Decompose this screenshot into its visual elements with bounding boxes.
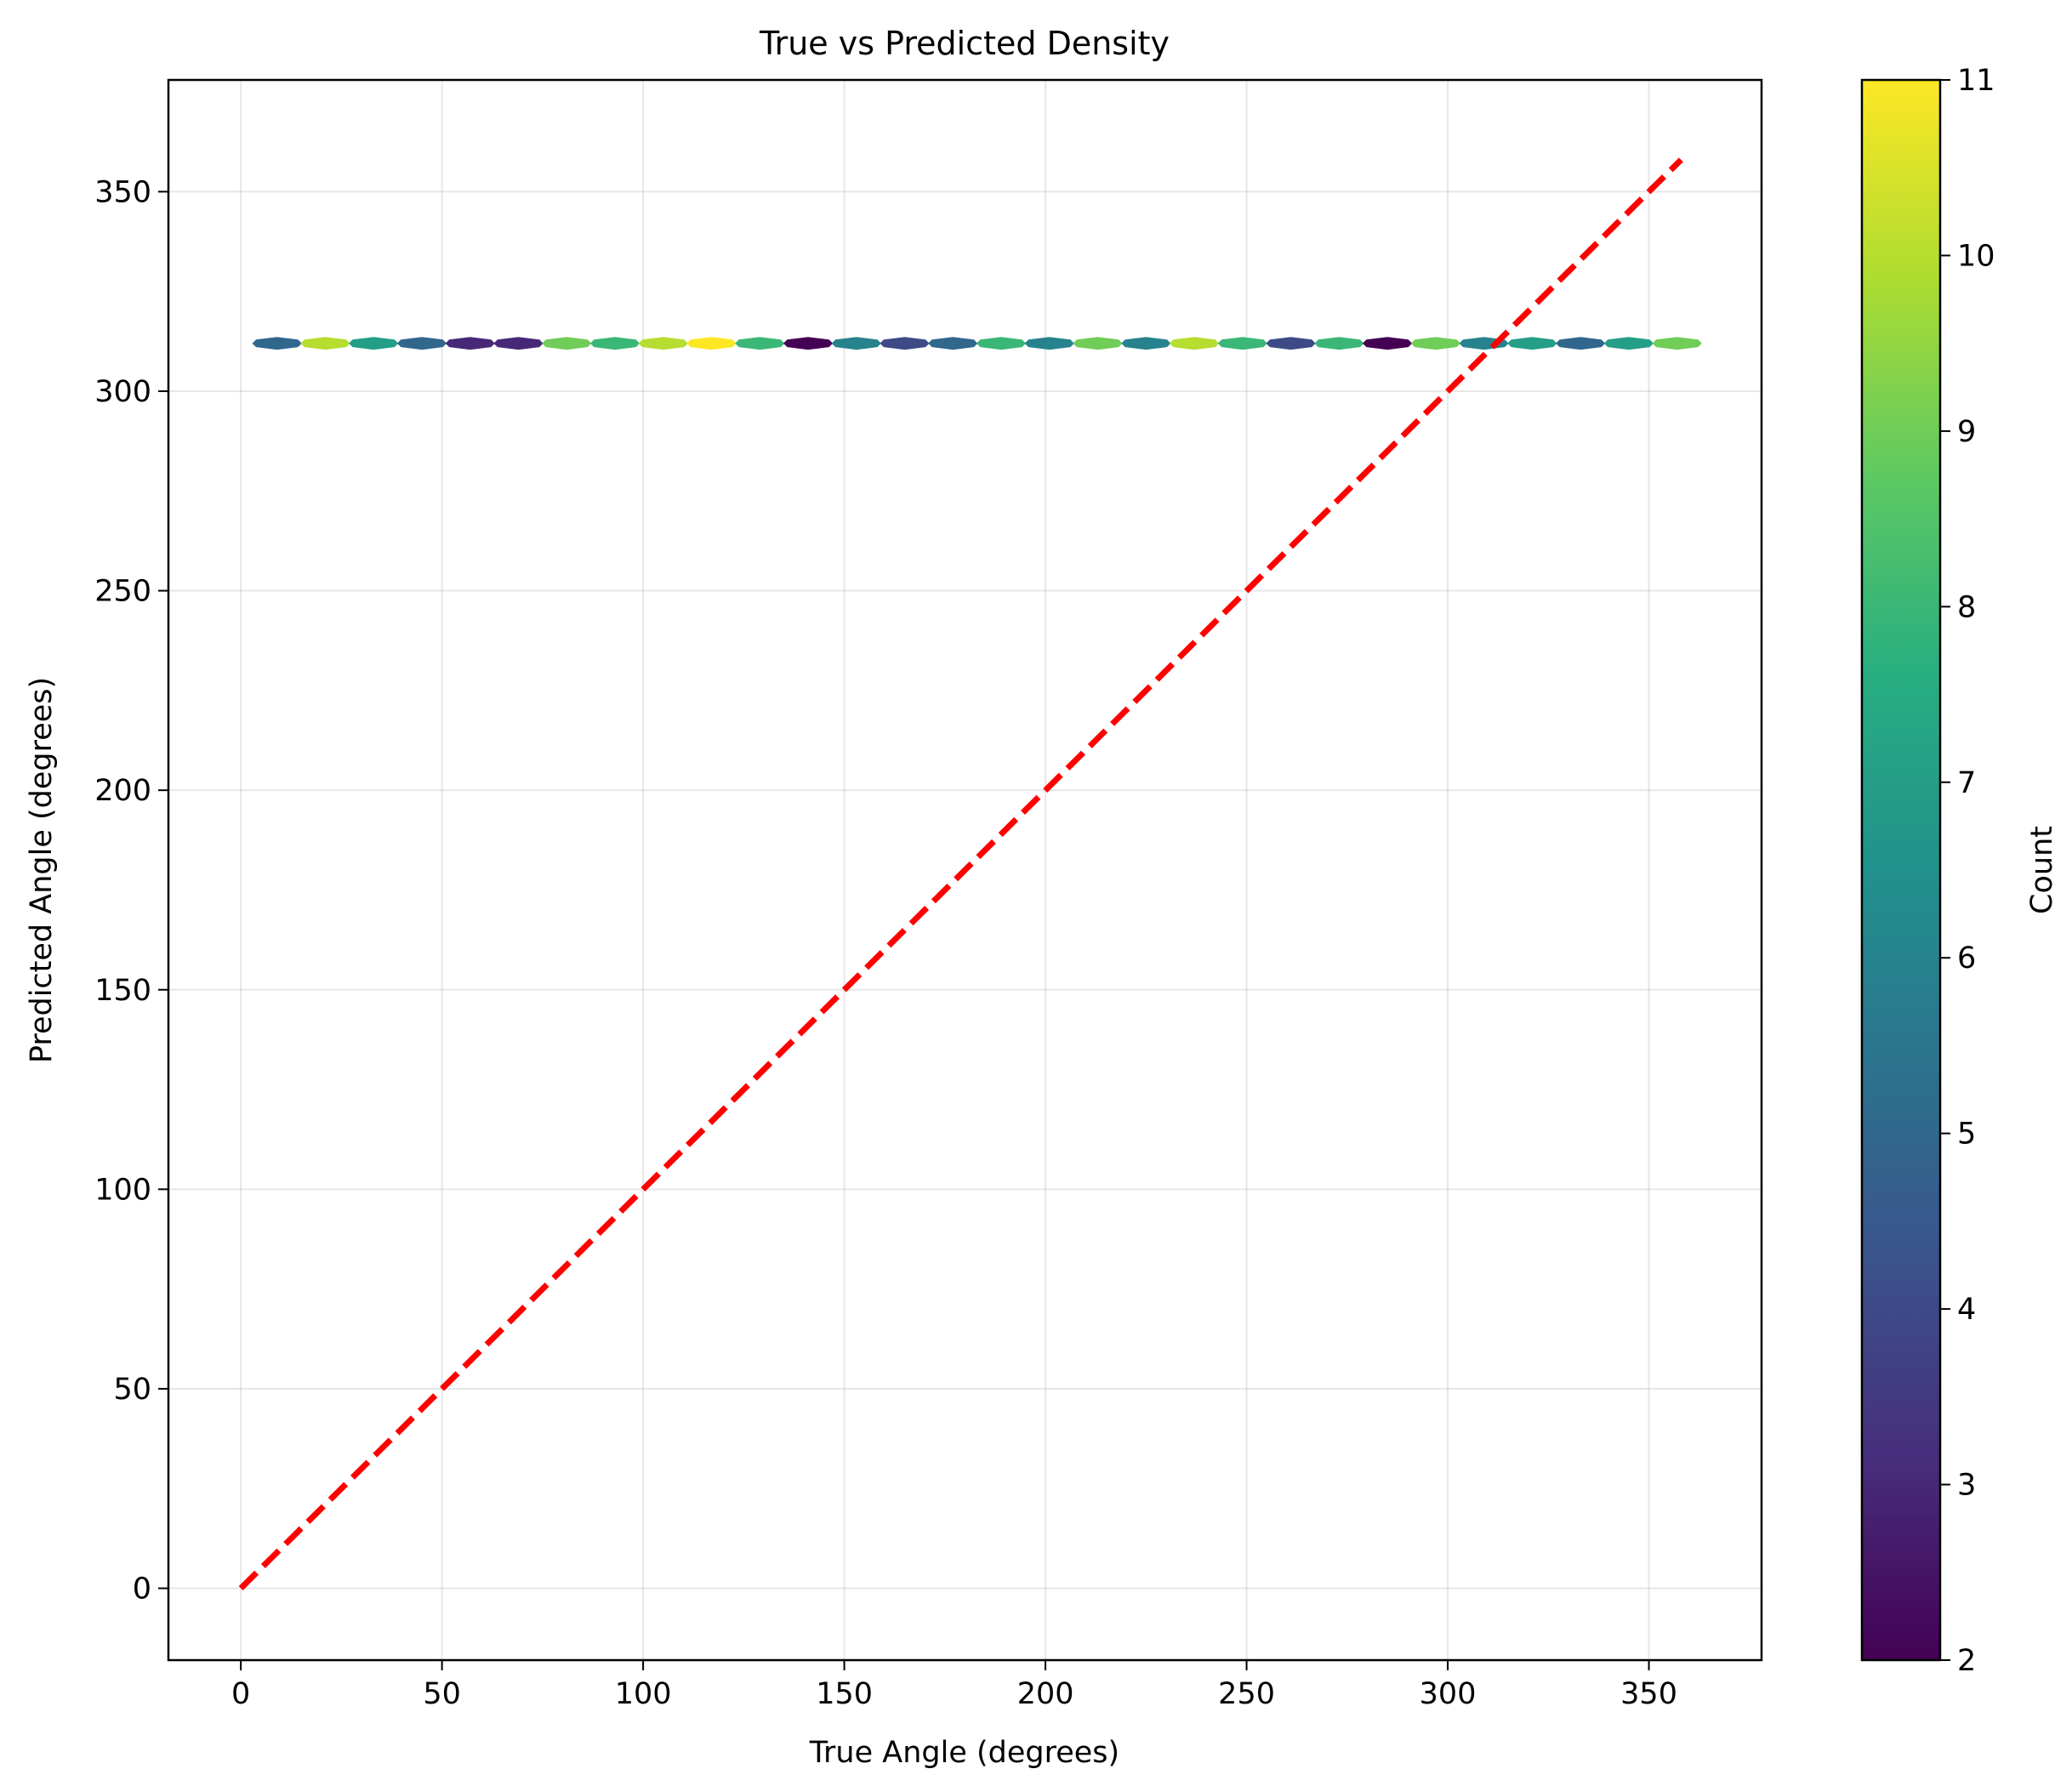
hexbin-cell [783,337,834,350]
y-tick-label: 300 [94,375,151,409]
colorbar-tick-label: 11 [1957,64,1995,98]
colorbar-tick-label: 5 [1957,1118,1976,1152]
hexbin-cell [1266,337,1316,350]
x-tick-label: 150 [816,1677,873,1711]
plot-frame [167,78,1763,1662]
hexbin-cell [1556,337,1606,350]
hexbin-cell [1121,337,1171,350]
hexbin-cell [300,337,350,350]
hexbin-cell [686,337,737,350]
x-tick-label: 350 [1620,1677,1677,1711]
x-tick-label: 50 [423,1677,461,1711]
hexbin-cell [445,337,495,350]
hexbin-cell [976,337,1027,350]
hexbin-cell [1314,337,1364,350]
x-axis-label: True Angle (degrees) [809,1736,1119,1770]
reference-line-layer [238,157,1683,1591]
y-tick-label: 350 [94,175,151,209]
y-tick-label: 200 [94,774,151,808]
x-tick-label: 300 [1420,1677,1477,1711]
hexbin-cell [252,337,302,350]
hexbin-cell [879,337,930,350]
hexbin-cells [252,337,1702,350]
x-axis-ticks: 0 50 100 150 200 250 300 350 [231,1660,1677,1711]
colorbar-tick-label: 2 [1957,1644,1976,1678]
colorbar [1860,78,1942,1662]
x-tick-label: 250 [1218,1677,1275,1711]
hexbin-cell [589,337,640,350]
hexbin-cell [349,337,399,350]
y-tick-label: 50 [113,1373,151,1407]
hexbin-cell [1024,337,1074,350]
y-tick-label: 150 [94,974,151,1008]
colorbar-tick-label: 7 [1957,766,1976,800]
colorbar-tick-label: 9 [1957,415,1976,449]
y-tick-label: 250 [94,575,151,609]
x-tick-label: 100 [615,1677,672,1711]
colorbar-tick-label: 6 [1957,941,1976,975]
colorbar-ticks: 2 3 4 5 6 7 8 9 10 11 [1940,64,1995,1678]
colorbar-tick-label: 10 [1957,239,1995,273]
y-axis-label: Predicted Angle (degrees) [25,677,59,1063]
hexbin-cell [1507,337,1557,350]
chart-title: True vs Predicted Density [759,25,1170,62]
hexbin-cell [735,337,785,350]
reference-line [238,157,1683,1591]
hexbin-cell [1410,337,1461,350]
hexbin-cell [1073,337,1123,350]
colorbar-tick-label: 4 [1957,1293,1976,1327]
hexbin-cell [396,337,447,350]
hexbin-cell [1362,337,1413,350]
y-tick-label: 0 [133,1573,151,1607]
y-axis-ticks: 0 50 100 150 200 250 300 350 [94,175,168,1607]
hexbin-cell [493,337,544,350]
hexbin-cell [928,337,978,350]
hexbin-cell [831,337,881,350]
hexbin-cell [1652,337,1702,350]
x-tick-label: 0 [231,1677,250,1711]
y-tick-label: 100 [94,1173,151,1207]
hexbin-cell [542,337,592,350]
hexbin-cell [638,337,688,350]
colorbar-tick-label: 8 [1957,590,1976,624]
colorbar-label: Count [2025,826,2059,914]
hexbin-cell [1169,337,1220,350]
x-tick-label: 200 [1017,1677,1074,1711]
hexbin-cell [1603,337,1654,350]
hexbin-cell [1217,337,1267,350]
colorbar-tick-label: 3 [1957,1469,1976,1503]
